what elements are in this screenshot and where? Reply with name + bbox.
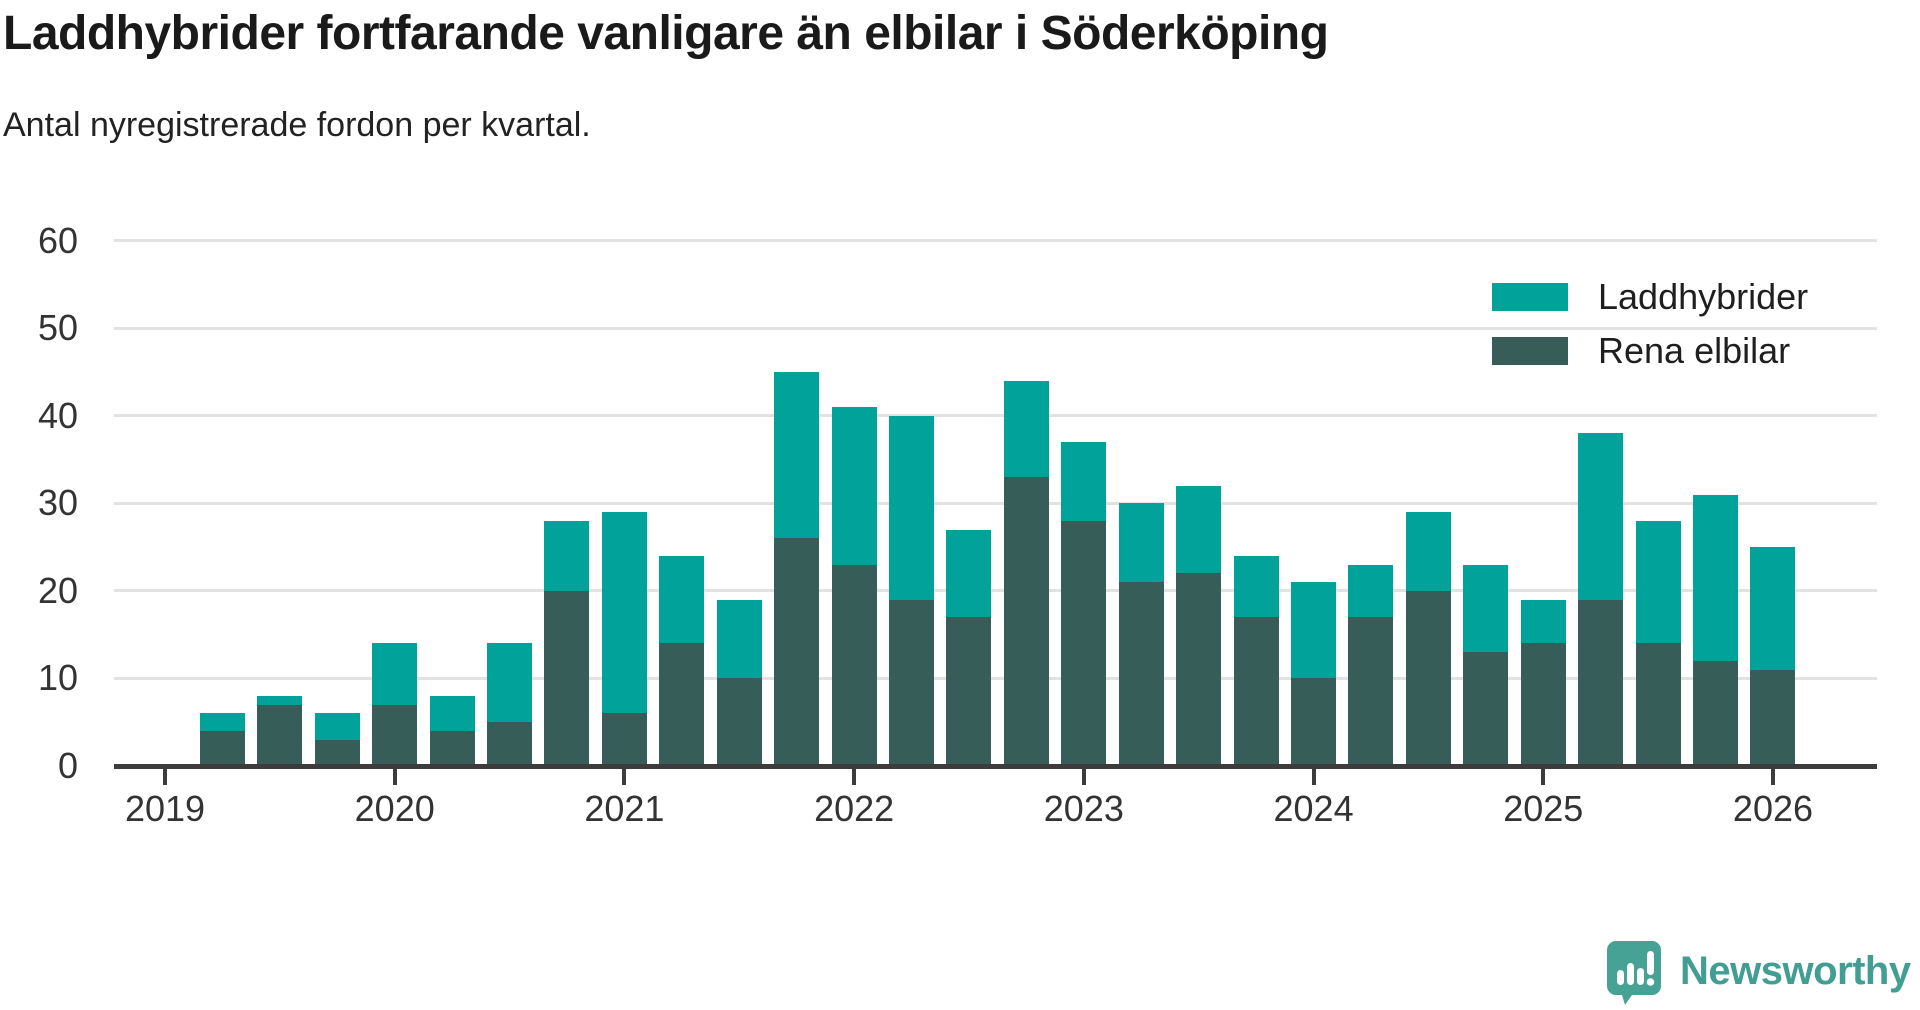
- gridline-60: [114, 239, 1877, 242]
- x-tick-2023: [1082, 769, 1086, 785]
- bar-segment-rena-elbilar-2019-q2: [200, 731, 245, 766]
- bar-segment-rena-elbilar-2020-q1: [372, 705, 417, 766]
- x-tick-2024: [1312, 769, 1316, 785]
- x-tick-2019: [163, 769, 167, 785]
- x-tick-label-2024: 2024: [1244, 788, 1384, 830]
- bar-segment-laddhybrider-2025-q1: [1521, 600, 1566, 644]
- bar-segment-rena-elbilar-2023-q4: [1234, 617, 1279, 766]
- x-axis-line: [114, 764, 1877, 769]
- bar-segment-rena-elbilar-2026-q1: [1750, 670, 1795, 766]
- bar-segment-laddhybrider-2023-q4: [1234, 556, 1279, 617]
- bar-segment-rena-elbilar-2024-q2: [1348, 617, 1393, 766]
- x-tick-2025: [1541, 769, 1545, 785]
- legend: Laddhybrider Rena elbilar: [1492, 281, 1808, 389]
- bar-segment-laddhybrider-2019-q2: [200, 713, 245, 731]
- bar-segment-rena-elbilar-2021-q4: [774, 538, 819, 766]
- bar-segment-rena-elbilar-2024-q1: [1291, 678, 1336, 766]
- y-tick-label: 30: [0, 485, 78, 521]
- bar-segment-rena-elbilar-2025-q1: [1521, 643, 1566, 766]
- bar-segment-laddhybrider-2023-q2: [1119, 503, 1164, 582]
- x-tick-label-2025: 2025: [1473, 788, 1613, 830]
- y-tick-label: 10: [0, 660, 78, 696]
- x-tick-label-2019: 2019: [95, 788, 235, 830]
- legend-swatch-rena-elbilar: [1492, 337, 1568, 365]
- bar-segment-rena-elbilar-2025-q4: [1693, 661, 1738, 766]
- bar-segment-laddhybrider-2020-q1: [372, 643, 417, 704]
- bar-segment-laddhybrider-2024-q2: [1348, 565, 1393, 618]
- bar-segment-laddhybrider-2024-q4: [1463, 565, 1508, 653]
- x-tick-label-2020: 2020: [325, 788, 465, 830]
- x-tick-2026: [1771, 769, 1775, 785]
- x-tick-2020: [393, 769, 397, 785]
- bar-segment-laddhybrider-2020-q3: [487, 643, 532, 722]
- y-tick-label: 50: [0, 310, 78, 346]
- bar-segment-laddhybrider-2025-q2: [1578, 433, 1623, 599]
- bar-segment-rena-elbilar-2021-q3: [717, 678, 762, 766]
- bar-segment-laddhybrider-2023-q3: [1176, 486, 1221, 574]
- chart-title: Laddhybrider fortfarande vanligare än el…: [3, 6, 1328, 61]
- x-tick-2021: [622, 769, 626, 785]
- y-tick-label: 40: [0, 398, 78, 434]
- bar-segment-rena-elbilar-2024-q4: [1463, 652, 1508, 766]
- bar-segment-rena-elbilar-2022-q1: [832, 565, 877, 766]
- newsworthy-logo-icon: [1606, 940, 1662, 1006]
- bar-segment-rena-elbilar-2020-q3: [487, 722, 532, 766]
- bar-segment-rena-elbilar-2021-q1: [602, 713, 647, 766]
- bar-segment-laddhybrider-2020-q2: [430, 696, 475, 731]
- chart-page: Laddhybrider fortfarande vanligare än el…: [0, 0, 1920, 1010]
- y-tick-label: 60: [0, 223, 78, 259]
- bar-segment-rena-elbilar-2020-q4: [544, 591, 589, 766]
- legend-item-rena-elbilar: Rena elbilar: [1492, 335, 1808, 367]
- bar-segment-rena-elbilar-2025-q2: [1578, 600, 1623, 766]
- newsworthy-logo: Newsworthy: [1606, 940, 1911, 1006]
- bar-segment-laddhybrider-2024-q1: [1291, 582, 1336, 678]
- x-tick-label-2023: 2023: [1014, 788, 1154, 830]
- bar-segment-laddhybrider-2022-q2: [889, 416, 934, 600]
- chart-subtitle: Antal nyregistrerade fordon per kvartal.: [3, 106, 591, 145]
- bar-segment-laddhybrider-2026-q1: [1750, 547, 1795, 670]
- x-tick-label-2022: 2022: [784, 788, 924, 830]
- bar-segment-laddhybrider-2022-q3: [946, 530, 991, 618]
- bar-segment-laddhybrider-2025-q3: [1636, 521, 1681, 644]
- bar-segment-rena-elbilar-2023-q3: [1176, 573, 1221, 766]
- bar-segment-laddhybrider-2023-q1: [1061, 442, 1106, 521]
- legend-swatch-laddhybrider: [1492, 283, 1568, 311]
- x-tick-label-2026: 2026: [1703, 788, 1843, 830]
- bar-segment-laddhybrider-2022-q4: [1004, 381, 1049, 477]
- bar-segment-laddhybrider-2021-q2: [659, 556, 704, 644]
- bar-segment-rena-elbilar-2023-q1: [1061, 521, 1106, 766]
- x-tick-label-2021: 2021: [554, 788, 694, 830]
- x-tick-2022: [852, 769, 856, 785]
- bar-segment-rena-elbilar-2019-q4: [315, 740, 360, 766]
- bar-segment-rena-elbilar-2025-q3: [1636, 643, 1681, 766]
- y-tick-label: 0: [0, 748, 78, 784]
- bar-segment-laddhybrider-2021-q1: [602, 512, 647, 713]
- bar-segment-rena-elbilar-2019-q3: [257, 705, 302, 766]
- bar-segment-rena-elbilar-2021-q2: [659, 643, 704, 766]
- bar-segment-rena-elbilar-2022-q3: [946, 617, 991, 766]
- bar-segment-laddhybrider-2020-q4: [544, 521, 589, 591]
- bar-segment-laddhybrider-2024-q3: [1406, 512, 1451, 591]
- bar-segment-laddhybrider-2022-q1: [832, 407, 877, 565]
- bar-segment-laddhybrider-2021-q3: [717, 600, 762, 679]
- legend-label: Laddhybrider: [1598, 276, 1808, 318]
- y-tick-label: 20: [0, 573, 78, 609]
- bar-segment-laddhybrider-2025-q4: [1693, 495, 1738, 661]
- bar-segment-rena-elbilar-2022-q2: [889, 600, 934, 766]
- bar-segment-rena-elbilar-2023-q2: [1119, 582, 1164, 766]
- bar-segment-laddhybrider-2019-q4: [315, 713, 360, 739]
- bar-segment-rena-elbilar-2024-q3: [1406, 591, 1451, 766]
- gridline-40: [114, 414, 1877, 417]
- legend-label: Rena elbilar: [1598, 330, 1790, 372]
- bar-segment-rena-elbilar-2020-q2: [430, 731, 475, 766]
- bar-segment-rena-elbilar-2022-q4: [1004, 477, 1049, 766]
- bar-segment-laddhybrider-2021-q4: [774, 372, 819, 538]
- newsworthy-logo-text: Newsworthy: [1680, 949, 1911, 994]
- bar-segment-laddhybrider-2019-q3: [257, 696, 302, 705]
- legend-item-laddhybrider: Laddhybrider: [1492, 281, 1808, 313]
